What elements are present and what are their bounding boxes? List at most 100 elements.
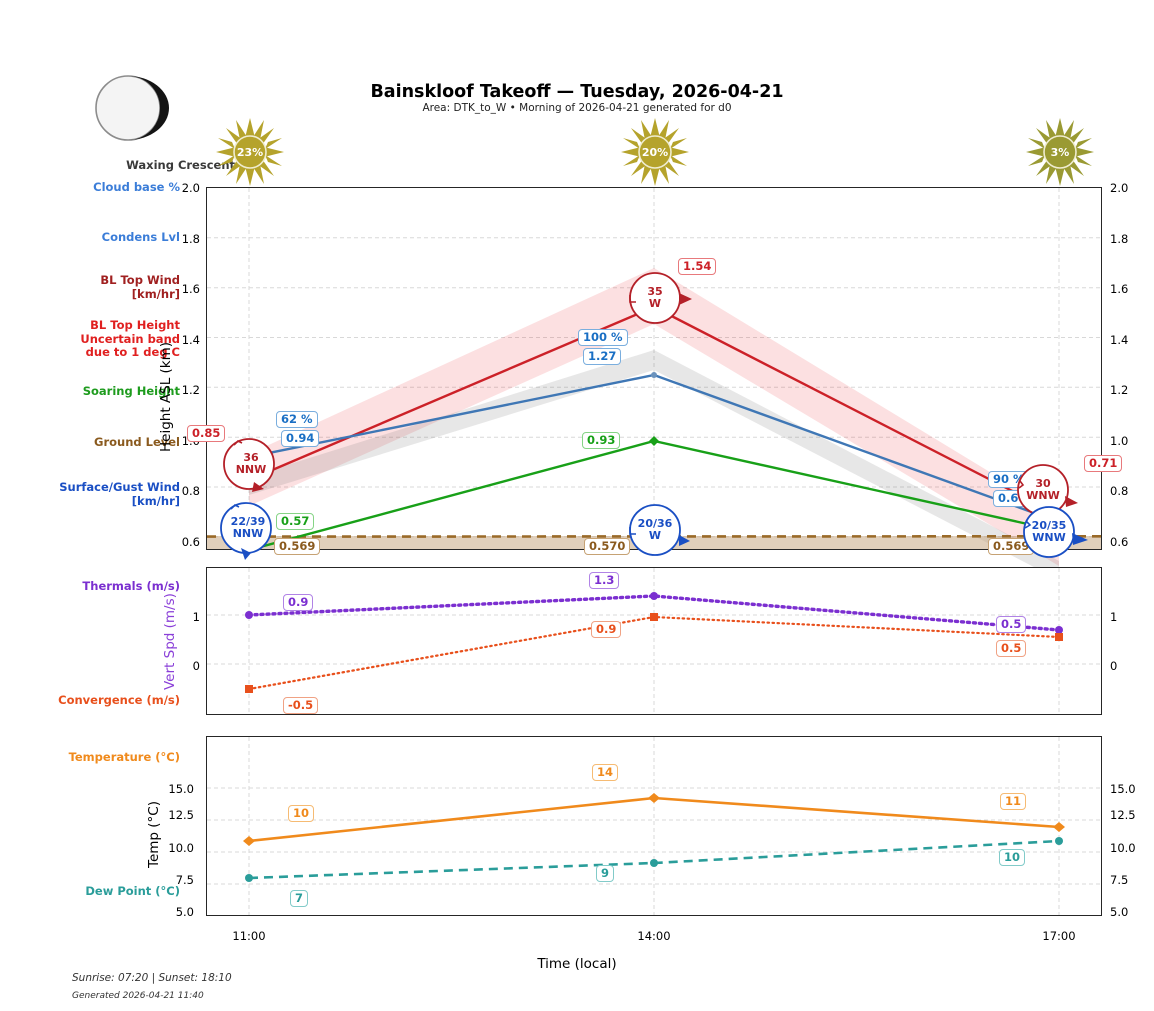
panelC-ytick-right-4: 5.0 <box>1110 905 1129 919</box>
moon-waxing-crescent-icon <box>93 73 169 143</box>
wind-speed: 20/35 <box>1031 518 1067 532</box>
chip-bl-top-height-2: 1.54 <box>678 258 717 275</box>
panelA-ytick-right-0: 2.0 <box>1110 181 1129 195</box>
chip-bl-top-height-3: 0.71 <box>1084 455 1123 472</box>
panelC-ytick-right-1: 12.5 <box>1110 808 1136 822</box>
wind-barb-bl-top-1 <box>223 438 275 492</box>
wind-bl-top-label-3: 30 WNW <box>1016 463 1070 517</box>
panelC-ytick-left-0: 15.0 <box>168 782 194 796</box>
chip-thermals-1: 0.9 <box>283 594 314 611</box>
sun-percent-label-1: 23% <box>236 145 264 159</box>
page-subtitle: Area: DTK_to_W • Morning of 2026-04-21 g… <box>422 102 732 114</box>
panelB-ytick-left-0: 1 <box>192 610 200 624</box>
chip-condens-lvl-1: 0.94 <box>281 430 320 447</box>
chip-dew-point-2: 9 <box>596 865 615 882</box>
wind-barb-bl-top-2 <box>629 272 692 324</box>
wind-barb-surface-2 <box>629 504 690 556</box>
xtick-0: 11:00 <box>232 929 266 943</box>
sun-icon-2: 20% <box>619 116 691 188</box>
sun-icon-3: 3% <box>1024 116 1096 188</box>
chip-condens-lvl-2: 1.27 <box>583 348 622 365</box>
panelC-ytick-left-4: 5.0 <box>175 905 194 919</box>
page-title: Bainskloof Takeoff — Tuesday, 2026-04-21 <box>370 82 784 102</box>
chip-dew-point-1: 7 <box>290 890 309 907</box>
row-label-cloud-base: Cloud base % <box>93 180 180 194</box>
panelB-plot <box>207 568 1101 714</box>
panelA-ytick-left-1: 1.8 <box>181 232 200 246</box>
panelA-ytick-right-6: 0.8 <box>1110 484 1129 498</box>
wind-barb-surface-3 <box>1023 506 1088 558</box>
chip-bl-top-height-1: 0.85 <box>187 425 226 442</box>
panelC-plot <box>207 737 1101 915</box>
panelC-ytick-right-0: 15.0 <box>1110 782 1136 796</box>
wind-dir: WNW <box>1032 531 1066 544</box>
panelA-ytick-right-4: 1.2 <box>1110 383 1129 397</box>
panelA-ytick-right-3: 1.4 <box>1110 333 1129 347</box>
xtick-1: 14:00 <box>637 929 671 943</box>
chip-thermals-2: 1.3 <box>589 572 620 589</box>
chip-cloud-base-1: 62 % <box>276 411 318 428</box>
panelA-ytick-right-1: 1.8 <box>1110 232 1129 246</box>
row-label-dew-point: Dew Point (°C) <box>85 884 180 898</box>
xtick-2: 17:00 <box>1042 929 1076 943</box>
wind-dir: W <box>648 529 662 542</box>
sun-percent-label-3: 3% <box>1050 145 1070 159</box>
panelB-ytick-right-0: 1 <box>1110 610 1118 624</box>
panelB-ytick-left-1: 0 <box>192 659 200 673</box>
panelA-ytick-left-2: 1.6 <box>181 282 200 296</box>
panelA-ytick-right-7: 0.6 <box>1110 535 1129 549</box>
chip-soaring-height-1: 0.57 <box>276 513 315 530</box>
chip-temperature-2: 14 <box>592 764 619 781</box>
chip-ground-level-1: 0.569 <box>274 538 321 555</box>
panelC-ytick-right-3: 7.5 <box>1110 873 1129 887</box>
wind-surface-label-3: 20/35 WNW <box>1022 505 1076 559</box>
wind-dir: NNW <box>232 527 264 540</box>
panelB-ylabel: Vert Spd (m/s) <box>162 593 178 690</box>
row-label-thermals: Thermals (m/s) <box>82 579 180 593</box>
panelA-ytick-left-4: 1.2 <box>181 383 200 397</box>
wind-surface-label-1: 22/39 NNW <box>219 500 277 556</box>
wind-dir: W <box>648 297 662 310</box>
x-axis-label: Time (local) <box>537 956 617 972</box>
wind-speed: 35 <box>647 284 663 298</box>
row-label-surface-gust-wind: Surface/Gust Wind [km/hr] <box>59 480 180 508</box>
panelC-ytick-right-2: 10.0 <box>1110 841 1136 855</box>
panelA-ytick-left-3: 1.4 <box>181 333 200 347</box>
sun-percent-label-2: 20% <box>641 145 669 159</box>
wind-bl-top-label-2: 35 W <box>628 271 682 325</box>
row-label-soaring-height: Soaring Height <box>82 384 180 398</box>
chip-ground-level-2: 0.570 <box>584 538 631 555</box>
panelB-ytick-right-1: 0 <box>1110 659 1118 673</box>
wind-surface-label-2: 20/36 W <box>628 503 682 557</box>
sun-icon-1: 23% <box>214 116 286 188</box>
chip-temperature-3: 11 <box>1000 793 1027 810</box>
chip-temperature-1: 10 <box>288 805 315 822</box>
panelA-ytick-right-2: 1.6 <box>1110 282 1129 296</box>
panelC-ytick-left-2: 10.0 <box>168 841 194 855</box>
wind-speed: 20/36 <box>637 516 673 530</box>
footer-generated: Generated 2026-04-21 11:40 <box>72 991 204 1001</box>
chip-soaring-height-2: 0.93 <box>582 432 621 449</box>
panelC-ytick-left-1: 12.5 <box>168 808 194 822</box>
row-label-temperature: Temperature (°C) <box>68 750 180 764</box>
chip-convergence-1: -0.5 <box>283 697 319 714</box>
row-label-condens-lvl: Condens Lvl <box>101 230 180 244</box>
wind-speed: 22/39 <box>230 514 266 528</box>
row-label-bl-top-wind: BL Top Wind [km/hr] <box>100 273 180 301</box>
footer-sun-times: Sunrise: 07:20 | Sunset: 18:10 <box>72 972 232 984</box>
chip-convergence-3: 0.5 <box>996 640 1027 657</box>
wind-dir: WNW <box>1026 489 1060 502</box>
panelC-ytick-left-3: 7.5 <box>175 873 194 887</box>
row-label-bl-top-height: BL Top Height Uncertain band due to 1 de… <box>80 318 180 359</box>
panelA-ytick-right-5: 1.0 <box>1110 434 1129 448</box>
wind-speed: 36 <box>243 450 259 464</box>
row-label-convergence: Convergence (m/s) <box>58 693 180 707</box>
wind-bl-top-label-1: 36 NNW <box>222 436 280 492</box>
panelA-ytick-left-0: 2.0 <box>181 181 200 195</box>
chip-convergence-2: 0.9 <box>591 621 622 638</box>
wind-dir: NNW <box>235 463 267 476</box>
panelA-plot <box>206 188 1102 580</box>
panelA-ytick-left-7: 0.6 <box>181 535 200 549</box>
panelA-ytick-left-6: 0.8 <box>181 484 200 498</box>
wind-speed: 30 <box>1035 476 1051 490</box>
